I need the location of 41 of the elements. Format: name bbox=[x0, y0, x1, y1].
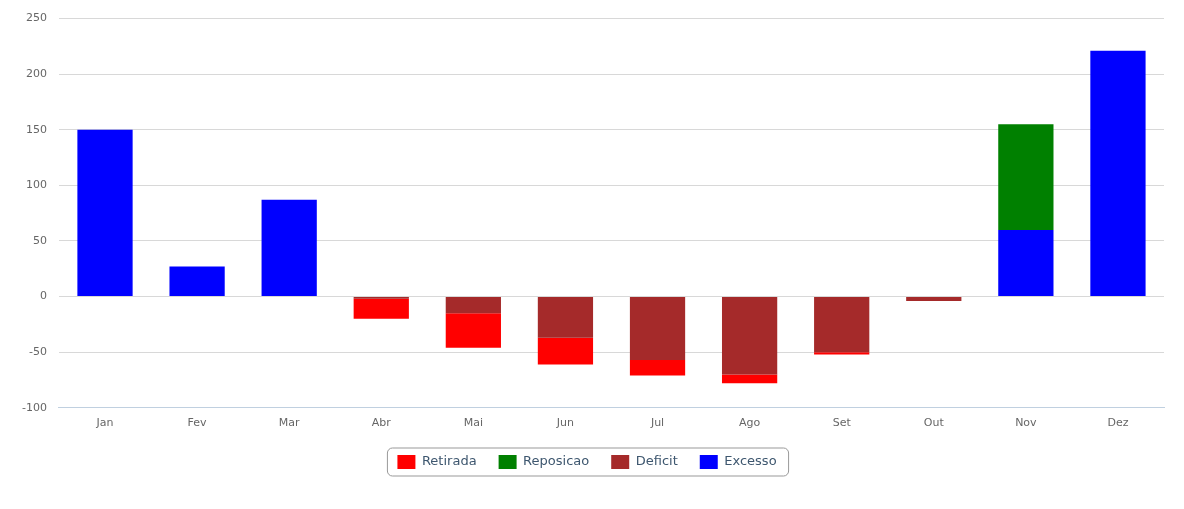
bar bbox=[998, 229, 1054, 297]
bar bbox=[169, 266, 225, 297]
x-tick-label: Fev bbox=[187, 416, 208, 430]
legend-label: Retirada bbox=[421, 453, 477, 469]
bar bbox=[998, 124, 1054, 230]
bar bbox=[537, 297, 594, 338]
bar bbox=[537, 337, 594, 365]
legend-label: Deficit bbox=[635, 453, 678, 469]
bar bbox=[261, 199, 317, 297]
bar bbox=[445, 297, 501, 314]
bar bbox=[629, 359, 686, 376]
x-tick-label: Abr bbox=[371, 416, 392, 430]
y-tick-label: -50 bbox=[29, 345, 47, 359]
bar bbox=[906, 297, 962, 302]
x-tick-label: Out bbox=[923, 416, 945, 430]
x-tick-label: Jan bbox=[95, 416, 114, 430]
bar bbox=[1090, 50, 1146, 297]
x-tick-label: Jul bbox=[649, 416, 665, 430]
x-tick-label: Dez bbox=[1107, 416, 1129, 430]
y-tick-label: 50 bbox=[32, 233, 47, 247]
x-tick-label: Set bbox=[832, 416, 852, 430]
y-tick-label: -100 bbox=[22, 400, 47, 414]
y-tick-label: 250 bbox=[25, 11, 47, 25]
bar bbox=[629, 297, 686, 360]
y-tick-label: 100 bbox=[25, 178, 47, 192]
y-tick-label: 200 bbox=[25, 67, 47, 81]
bar bbox=[721, 374, 778, 384]
x-tick-label: Mai bbox=[463, 416, 483, 430]
bar bbox=[353, 298, 409, 319]
bar bbox=[445, 313, 501, 348]
y-tick-label: 0 bbox=[39, 289, 47, 303]
bar bbox=[721, 297, 778, 375]
x-tick-label: Mar bbox=[278, 416, 301, 430]
legend-label: Reposicao bbox=[523, 453, 590, 469]
bar bbox=[77, 129, 133, 297]
x-tick-label: Nov bbox=[1015, 416, 1038, 430]
x-tick-label: Jun bbox=[555, 416, 575, 430]
bar bbox=[814, 297, 870, 353]
x-tick-label: Ago bbox=[738, 416, 761, 430]
y-tick-label: 150 bbox=[25, 122, 47, 136]
legend-label: Excesso bbox=[724, 453, 777, 469]
